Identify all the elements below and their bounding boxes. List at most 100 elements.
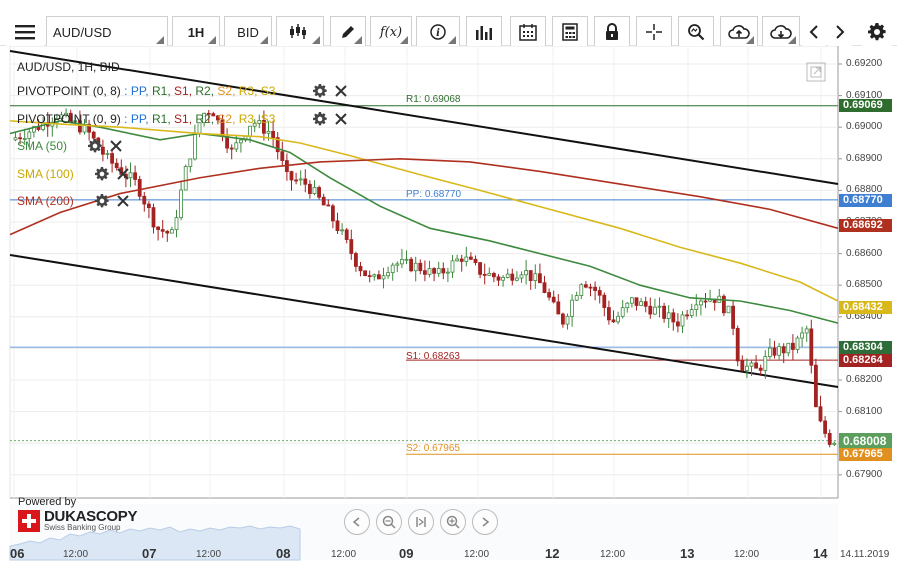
candle xyxy=(422,260,427,282)
candle xyxy=(349,229,354,260)
symbol-selector[interactable]: AUD/USD xyxy=(46,16,168,48)
settings-button[interactable] xyxy=(862,16,892,48)
sma50-line[interactable] xyxy=(9,120,839,324)
candle xyxy=(777,342,781,360)
sma100-close-icon[interactable] xyxy=(117,168,129,180)
candle xyxy=(27,128,32,148)
pivot2-settings-icon[interactable] xyxy=(313,112,327,126)
candle xyxy=(648,297,653,319)
candle xyxy=(395,261,400,273)
time-axis-label: 12:00 xyxy=(196,549,222,560)
candle xyxy=(114,158,119,171)
draw-tool-button[interactable] xyxy=(330,16,366,48)
candle xyxy=(551,290,556,304)
candle xyxy=(146,201,151,219)
pivot-legend-1[interactable]: PIVOTPOINT (0, 8) : PP, R1, S1, R2, S2, … xyxy=(17,84,275,98)
chart-type-button[interactable] xyxy=(276,16,324,48)
sma200-settings-icon[interactable] xyxy=(95,194,109,208)
expand-icon[interactable] xyxy=(806,62,826,82)
price-axis-label: 0.67900 xyxy=(846,468,883,480)
crosshair-button[interactable] xyxy=(636,16,672,48)
zoom-out-button[interactable] xyxy=(376,509,402,535)
pivot2-sep: : xyxy=(124,112,128,126)
candle xyxy=(662,302,666,323)
candle xyxy=(206,110,211,123)
price-type-selector[interactable]: BID xyxy=(224,16,272,48)
upper-trendline[interactable] xyxy=(9,50,839,185)
indicators-button[interactable]: f(x) xyxy=(370,16,412,48)
sma200-close-icon[interactable] xyxy=(117,195,129,207)
candle xyxy=(128,162,133,188)
candle xyxy=(556,294,561,315)
lock-button[interactable] xyxy=(594,16,630,48)
time-axis-day: 08 xyxy=(276,546,291,561)
pivot1-close-icon[interactable] xyxy=(335,85,347,97)
candle xyxy=(211,111,216,117)
candle xyxy=(183,164,188,191)
price-tag: 0.68264 xyxy=(839,353,892,367)
sma200-line[interactable] xyxy=(9,157,839,236)
candle xyxy=(620,299,625,319)
zoom-button[interactable] xyxy=(678,16,714,48)
candle xyxy=(110,148,114,173)
reset-view-button[interactable] xyxy=(408,509,434,535)
candle xyxy=(344,227,349,244)
lower-trendline[interactable] xyxy=(9,254,839,388)
scroll-left-button[interactable] xyxy=(344,509,370,535)
zoom-in-button[interactable] xyxy=(440,509,466,535)
candles[interactable] xyxy=(13,108,837,448)
candlestick-type-icon xyxy=(290,24,306,39)
sma50-close-icon[interactable] xyxy=(110,140,122,152)
sma50-settings-icon[interactable] xyxy=(88,139,102,153)
pivot1-name: PIVOTPOINT (0, 8) xyxy=(17,84,121,98)
candle xyxy=(579,283,584,300)
calendar-button[interactable] xyxy=(510,16,546,48)
pivot1-s2: S2, xyxy=(217,84,236,98)
pivot-legend-2[interactable]: PIVOTPOINT (0, 9) : PP, R1, S1, R2, S2, … xyxy=(17,112,275,126)
sma200-legend[interactable]: SMA (200) xyxy=(17,194,74,208)
candle xyxy=(703,293,708,309)
time-axis-day: 14 xyxy=(813,546,828,561)
candle xyxy=(584,281,588,289)
info-button[interactable]: i xyxy=(416,16,460,48)
sma50-legend[interactable]: SMA (50) xyxy=(17,139,68,153)
pivot1-settings-icon[interactable] xyxy=(313,84,327,98)
candle xyxy=(169,226,174,234)
sma100-settings-icon[interactable] xyxy=(95,167,109,181)
candle xyxy=(781,343,786,364)
candle xyxy=(367,270,372,283)
download-button[interactable] xyxy=(762,16,800,48)
calculator-button[interactable] xyxy=(552,16,588,48)
candle xyxy=(59,111,64,121)
time-axis-day: 12 xyxy=(545,546,560,561)
pivot2-close-icon[interactable] xyxy=(335,113,347,125)
timeframe-selector[interactable]: 1H xyxy=(172,16,220,48)
sma100-line[interactable] xyxy=(9,120,839,302)
calculator-icon xyxy=(562,23,578,41)
chart-area[interactable]: AUD/USD, 1H, BID PIVOTPOINT (0, 8) : PP,… xyxy=(0,46,897,564)
candle xyxy=(101,139,105,162)
price-tag: 0.68770 xyxy=(839,193,892,207)
candle xyxy=(137,175,142,201)
candle xyxy=(611,310,616,324)
candle xyxy=(625,302,630,313)
volume-button[interactable] xyxy=(466,16,502,48)
crosshair-icon xyxy=(646,24,662,40)
scroll-back-button[interactable] xyxy=(802,16,826,48)
chart-navigation xyxy=(344,509,498,535)
scroll-right-button[interactable] xyxy=(472,509,498,535)
powered-by-text: Powered by xyxy=(18,496,77,508)
chart-title: AUD/USD, 1H, BID xyxy=(17,60,120,74)
candle xyxy=(754,355,758,369)
candle xyxy=(418,259,423,275)
candle xyxy=(464,246,469,267)
pivot1-pp: PP, xyxy=(130,84,149,98)
scroll-forward-button[interactable] xyxy=(828,16,852,48)
upload-button[interactable] xyxy=(720,16,758,48)
menu-button[interactable] xyxy=(6,16,44,48)
dukascopy-logo[interactable]: DUKASCOPY Swiss Banking Group xyxy=(18,509,137,532)
candle xyxy=(18,132,23,145)
candle xyxy=(735,325,740,367)
sma100-legend[interactable]: SMA (100) xyxy=(17,167,74,181)
candle xyxy=(814,358,818,408)
